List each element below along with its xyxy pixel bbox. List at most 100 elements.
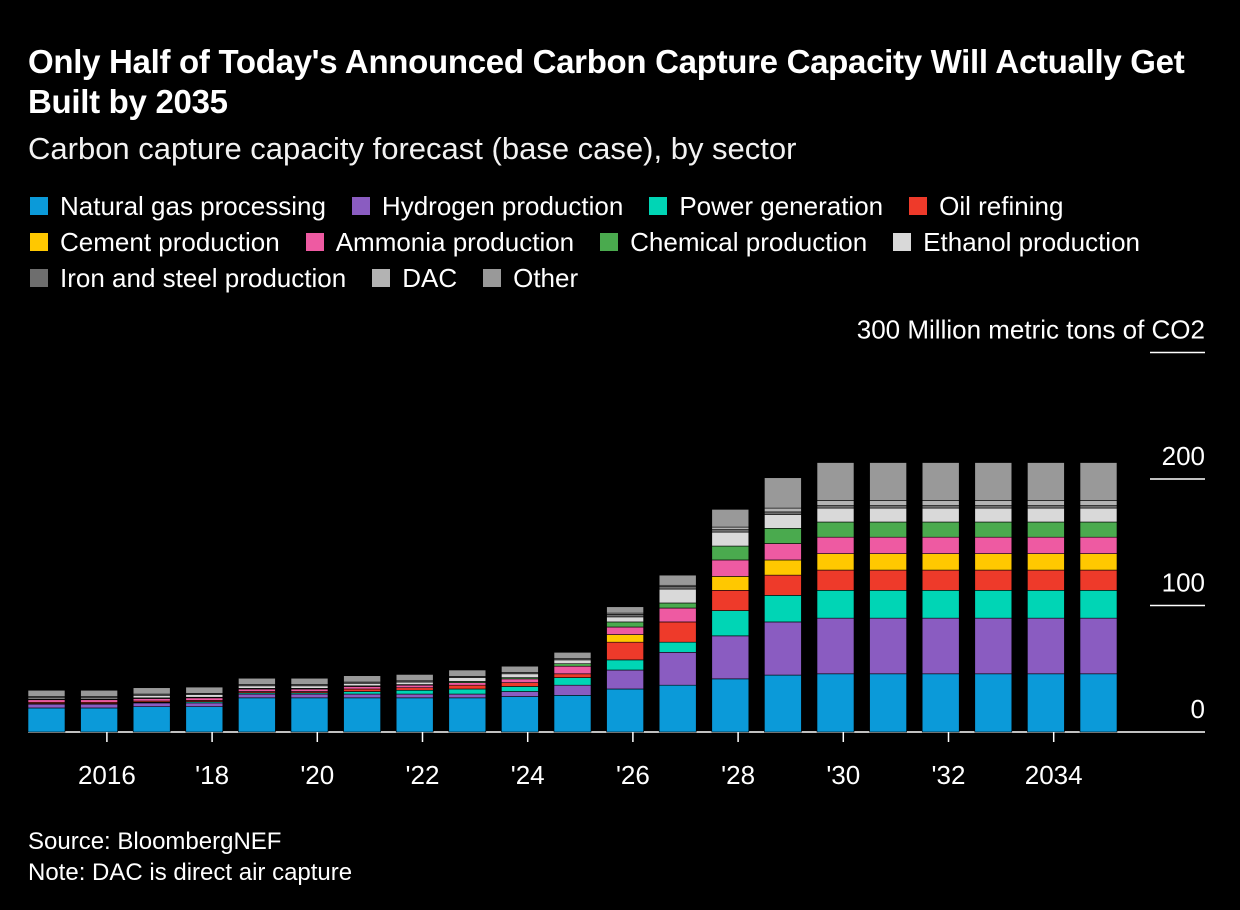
legend-label: DAC <box>402 263 458 293</box>
legend-swatch <box>305 233 324 251</box>
y-tick-label: 100 <box>1162 568 1205 598</box>
legend-swatch <box>30 269 48 287</box>
chart-title: Only Half of Today's Announced Carbon Ca… <box>28 43 1185 120</box>
bar-segment <box>27 703 66 709</box>
bar-segment <box>185 694 224 698</box>
bar-segment <box>974 521 1013 538</box>
bar-segment <box>869 521 907 538</box>
bar-segment <box>658 607 697 623</box>
legend-item: Ammonia production <box>305 228 574 256</box>
bar-segment <box>553 677 592 686</box>
bar-segment <box>816 673 855 733</box>
source-text: Source: BloombergNEF <box>28 828 282 855</box>
bar-segment <box>974 500 1013 506</box>
note-text: Note: DAC is direct air capture <box>28 859 353 886</box>
bar-segment <box>658 586 697 590</box>
bar-segment <box>974 462 1013 501</box>
x-tick-label: '32 <box>932 760 966 790</box>
legend-item: Oil refining <box>909 192 1063 220</box>
x-tick-label: '26 <box>616 760 650 790</box>
bar-segment <box>711 576 750 591</box>
bar-segment <box>343 693 381 699</box>
bar-segment <box>1027 462 1065 501</box>
bar-segment <box>1079 553 1118 571</box>
bar-segment <box>80 689 118 697</box>
bar-segment <box>711 526 750 530</box>
x-tick-label: '28 <box>721 760 755 790</box>
bar-segment <box>290 685 329 689</box>
bar-segment <box>395 684 434 689</box>
bar-segment <box>869 507 907 523</box>
bar-segment <box>343 686 381 690</box>
legend-label: Power generation <box>679 191 884 221</box>
bar-segment <box>764 507 802 513</box>
x-tick-label: '22 <box>406 760 440 790</box>
bar-segment <box>395 689 434 695</box>
legend-item: Chemical production <box>600 228 867 256</box>
bar-segment <box>290 693 329 699</box>
bar-segment <box>80 699 118 703</box>
x-tick-label: 2034 <box>1025 760 1083 790</box>
bar-segment <box>1027 553 1065 571</box>
bar-segment <box>1079 507 1118 523</box>
bar-segment <box>764 595 802 623</box>
bar-segment <box>395 674 434 682</box>
bar-segment <box>553 665 592 675</box>
x-tick-label: '18 <box>195 760 229 790</box>
bar-segment <box>501 682 539 687</box>
bar-segment <box>974 569 1013 591</box>
bar-segment <box>1027 673 1065 733</box>
bar-segment <box>1027 590 1065 619</box>
legend-label: Natural gas processing <box>60 191 326 221</box>
bar-segment <box>764 514 802 529</box>
legend-item: Iron and steel production <box>30 264 346 292</box>
bar-segment <box>869 553 907 571</box>
bar-segment <box>80 703 118 709</box>
bar-segment <box>343 688 381 692</box>
bar-segment <box>1079 505 1118 509</box>
bar-segment <box>606 616 644 623</box>
bar-segment <box>711 545 750 561</box>
bar-segment <box>816 521 855 538</box>
bar-segment <box>764 574 802 596</box>
bar-segment <box>974 536 1013 554</box>
bar-segment <box>132 687 171 695</box>
bar-segment <box>343 682 381 687</box>
bar-segment <box>80 707 118 733</box>
legend-item: Power generation <box>649 192 883 220</box>
bar-segment <box>711 531 750 547</box>
bar-segment <box>606 626 644 635</box>
bar-segment <box>553 659 592 664</box>
bar-segment <box>711 590 750 611</box>
bar-segment <box>1079 617 1118 675</box>
bar-segment <box>711 509 750 528</box>
bar-segment <box>658 574 697 586</box>
legend-swatch <box>483 269 502 287</box>
legend-swatch <box>351 197 370 215</box>
bar-segment <box>816 536 855 554</box>
bar-segment <box>290 697 329 733</box>
bar-segment <box>290 688 329 692</box>
bar-segment <box>869 590 907 619</box>
bar-segment <box>1027 505 1065 509</box>
bar-segment <box>658 602 697 609</box>
footnotes: Source: BloombergNEF Note: DAC is direct… <box>28 826 352 888</box>
chart-subtitle: Carbon capture capacity forecast (base c… <box>28 131 797 166</box>
legend-swatch <box>600 233 619 251</box>
legend-label: Chemical production <box>630 227 868 257</box>
legend-swatch <box>30 197 48 215</box>
bar-segment <box>501 686 539 692</box>
legend-label: Iron and steel production <box>60 263 347 293</box>
bar-segment <box>238 693 276 699</box>
bar-segment <box>343 691 381 695</box>
bar-segment <box>921 505 960 509</box>
bar-segment <box>606 606 644 614</box>
bar-segment <box>395 687 434 691</box>
bar-segment <box>132 695 171 699</box>
bar-segment <box>764 674 802 733</box>
bar-segment <box>921 507 960 523</box>
bar-segment <box>658 588 697 604</box>
bar-segment <box>1079 673 1118 733</box>
bar-segment <box>764 511 802 515</box>
bar-segment <box>1027 569 1065 591</box>
